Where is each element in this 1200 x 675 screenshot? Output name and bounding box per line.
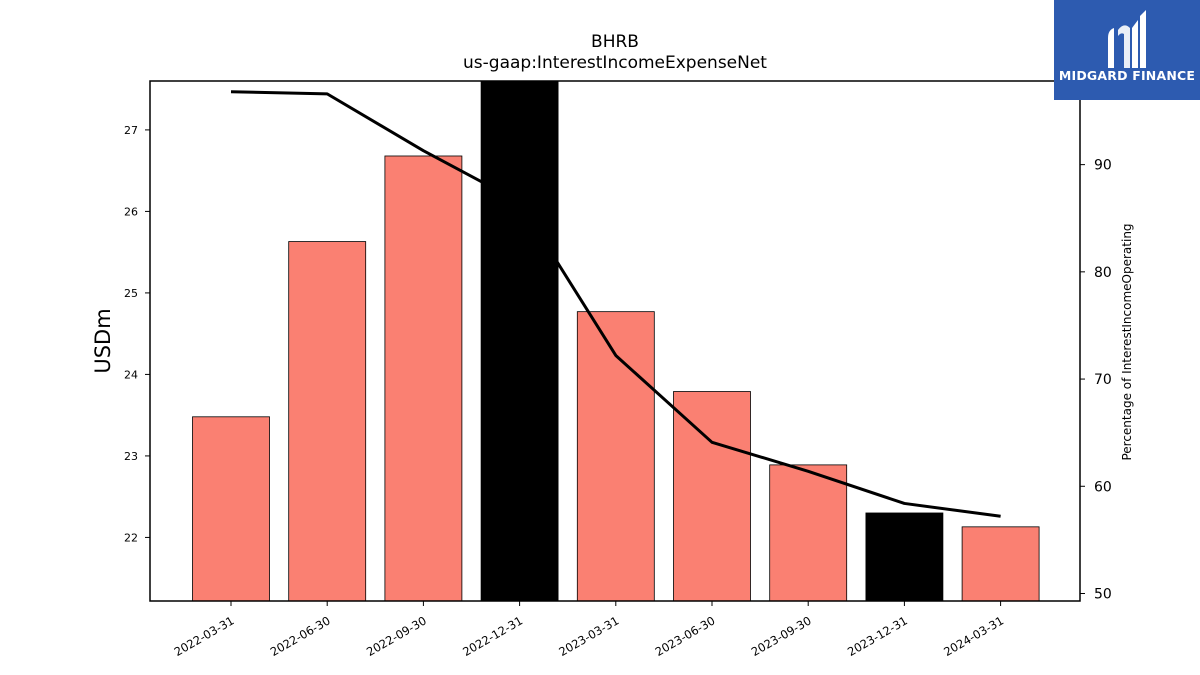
logo-mark-icon	[1108, 10, 1146, 68]
y-tick-label: 27	[124, 124, 138, 137]
y2-tick-label: 90	[1094, 158, 1112, 174]
y2-tick-label: 70	[1094, 372, 1112, 388]
bar	[288, 241, 367, 602]
bar	[961, 526, 1040, 602]
x-tick-label: 2022-03-31	[172, 613, 237, 659]
y2-tick-label: 50	[1094, 586, 1112, 602]
x-tick-label: 2023-12-31	[845, 613, 910, 659]
bar	[480, 80, 559, 602]
x-tick-label: 2022-12-31	[460, 613, 525, 659]
x-tick-label: 2022-09-30	[364, 613, 429, 659]
percentage-line	[230, 90, 1001, 518]
bar	[769, 464, 848, 602]
bar	[576, 311, 655, 602]
chart-subtitle: us-gaap:InterestIncomeExpenseNet	[463, 53, 767, 73]
y-tick-label: 26	[124, 205, 138, 218]
x-tick-label: 2023-03-31	[556, 613, 621, 659]
y-axis-label: USDm	[91, 308, 115, 373]
y-tick-label: 23	[124, 450, 138, 463]
x-tick-label: 2023-09-30	[749, 613, 814, 659]
y-tick-label: 25	[124, 287, 138, 300]
bar	[192, 416, 270, 602]
x-tick-label: 2023-06-30	[653, 613, 718, 659]
x-tick-label: 2024-03-31	[941, 613, 1006, 659]
bar	[865, 512, 944, 602]
company-logo: MIDGARD FINANCE	[1054, 0, 1200, 100]
y-tick-label: 24	[124, 368, 138, 381]
bar	[384, 155, 463, 602]
plot-frame	[149, 80, 1081, 602]
x-tick-label: 2022-06-30	[268, 613, 333, 659]
y2-tick-label: 80	[1094, 265, 1112, 281]
chart-title: BHRB	[591, 32, 639, 52]
y-tick-label: 22	[124, 531, 138, 544]
logo-text: MIDGARD FINANCE	[1058, 68, 1196, 83]
y2-axis-label: Percentage of InterestIncomeOperating	[1120, 223, 1134, 460]
bar	[673, 391, 751, 602]
y2-tick-label: 60	[1094, 479, 1112, 495]
